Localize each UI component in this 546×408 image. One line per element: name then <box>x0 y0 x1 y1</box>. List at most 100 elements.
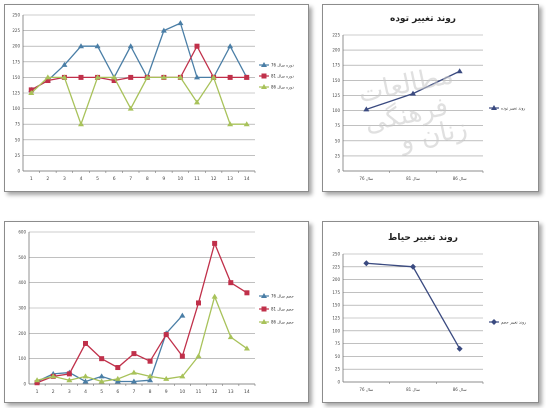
x-tick-label: 7 <box>132 389 135 395</box>
data-point <box>160 27 167 33</box>
legend-label: دوره سال 76 <box>271 63 294 68</box>
data-point <box>177 74 184 80</box>
x-tick-label: 14 <box>244 389 250 395</box>
y-tick-label: 400 <box>18 280 26 285</box>
x-tick-label: 13 <box>227 176 233 182</box>
legend-label: حجم سال 76 <box>271 294 294 299</box>
chart-panel-top-right: روند تغییر توده 0 25 50 75 100 125 150 175 200 225… <box>322 4 539 192</box>
series-line <box>30 75 247 127</box>
data-point <box>147 377 154 383</box>
legend-marker <box>261 62 267 67</box>
y-tick-label: 75 <box>335 123 341 128</box>
data-point <box>179 353 185 359</box>
data-point <box>177 20 184 26</box>
legend-label: دوره سال 81 <box>271 74 294 79</box>
data-point <box>28 87 34 93</box>
y-tick-label: 200 <box>18 331 26 336</box>
data-point <box>163 375 170 381</box>
data-point <box>144 74 151 80</box>
chart-panel-bottom-left: 0 100 200 300 400 500 600 1 2 3 4 5 6 7 8 9 10 11 12 13 14 حج… <box>4 221 309 403</box>
data-point <box>456 345 463 352</box>
data-point <box>115 365 121 371</box>
y-tick-label: 225 <box>12 28 20 33</box>
data-point <box>456 68 463 74</box>
data-point <box>227 334 234 340</box>
x-tick-label: 1 <box>36 389 39 395</box>
x-tick-label: 4 <box>84 389 87 395</box>
data-point <box>243 121 250 127</box>
data-point <box>50 373 57 379</box>
data-point <box>179 312 186 318</box>
data-point <box>82 378 89 384</box>
y-tick-label: 175 <box>332 63 340 68</box>
data-point <box>410 90 416 96</box>
y-tick-label: 175 <box>12 59 20 64</box>
series-line <box>30 22 248 91</box>
x-tick-label: 5 <box>96 176 99 182</box>
legend-label: دوره سال 86 <box>271 85 294 90</box>
y-tick-label: 25 <box>335 153 341 158</box>
legend-label: حجم سال 86 <box>271 320 294 325</box>
y-tick-label: 100 <box>332 328 340 333</box>
x-tick-label: 9 <box>162 176 165 182</box>
x-tick-label: 10 <box>178 176 184 182</box>
x-tick-label: 14 <box>244 176 250 182</box>
x-tick-label: 7 <box>129 176 132 182</box>
y-tick-label: 100 <box>332 108 340 113</box>
x-tick-label: 3 <box>63 176 66 182</box>
legend-marker <box>261 84 267 89</box>
y-tick-label: 200 <box>332 277 340 282</box>
series-line <box>36 294 248 383</box>
y-tick-label: 150 <box>332 78 340 83</box>
data-point <box>98 373 105 379</box>
data-point <box>66 371 72 377</box>
y-tick-label: 125 <box>332 93 340 98</box>
x-tick-label: سال 81 <box>406 387 420 392</box>
data-point <box>45 78 51 84</box>
data-point <box>211 293 218 299</box>
data-point <box>210 74 217 80</box>
x-tick-label: 12 <box>211 176 217 182</box>
data-point <box>227 74 233 80</box>
x-tick-label: سال 76 <box>359 176 373 181</box>
legend-marker <box>261 319 267 324</box>
x-tick-label: 8 <box>149 389 152 395</box>
series-line <box>366 70 460 110</box>
chart-title: روند تغییر حیاط <box>388 233 458 243</box>
legend-label: حجم سال 81 <box>271 307 294 312</box>
data-point <box>114 375 121 381</box>
series-line <box>36 241 248 384</box>
legend-label: روند تغییر توده <box>501 106 525 111</box>
y-tick-label: 125 <box>332 316 340 321</box>
x-tick-label: 9 <box>165 389 168 395</box>
x-tick-label: 2 <box>52 389 55 395</box>
data-point <box>82 373 89 379</box>
data-point <box>163 332 169 338</box>
data-point <box>363 260 370 267</box>
data-point <box>243 345 250 351</box>
data-point <box>98 378 105 384</box>
y-tick-label: 600 <box>18 230 26 235</box>
y-tick-label: 0 <box>337 380 340 385</box>
x-tick-label: 3 <box>68 389 71 395</box>
x-tick-label: سال 76 <box>359 387 373 392</box>
y-tick-label: 225 <box>332 33 340 38</box>
y-tick-label: 0 <box>23 382 26 387</box>
data-point <box>44 74 51 80</box>
x-tick-label: 5 <box>100 389 103 395</box>
x-tick-label: 4 <box>80 176 83 182</box>
x-tick-label: سال 81 <box>406 176 420 181</box>
data-point <box>66 377 73 383</box>
x-tick-label: سال 86 <box>453 176 467 181</box>
data-point <box>212 240 218 246</box>
y-tick-label: 500 <box>18 255 26 260</box>
y-tick-label: 300 <box>18 306 26 311</box>
data-point <box>127 105 134 111</box>
data-point <box>179 373 186 379</box>
data-point <box>78 43 84 49</box>
data-point <box>99 356 105 362</box>
data-point <box>130 378 137 384</box>
series-line <box>366 262 461 350</box>
y-tick-label: 100 <box>18 356 26 361</box>
